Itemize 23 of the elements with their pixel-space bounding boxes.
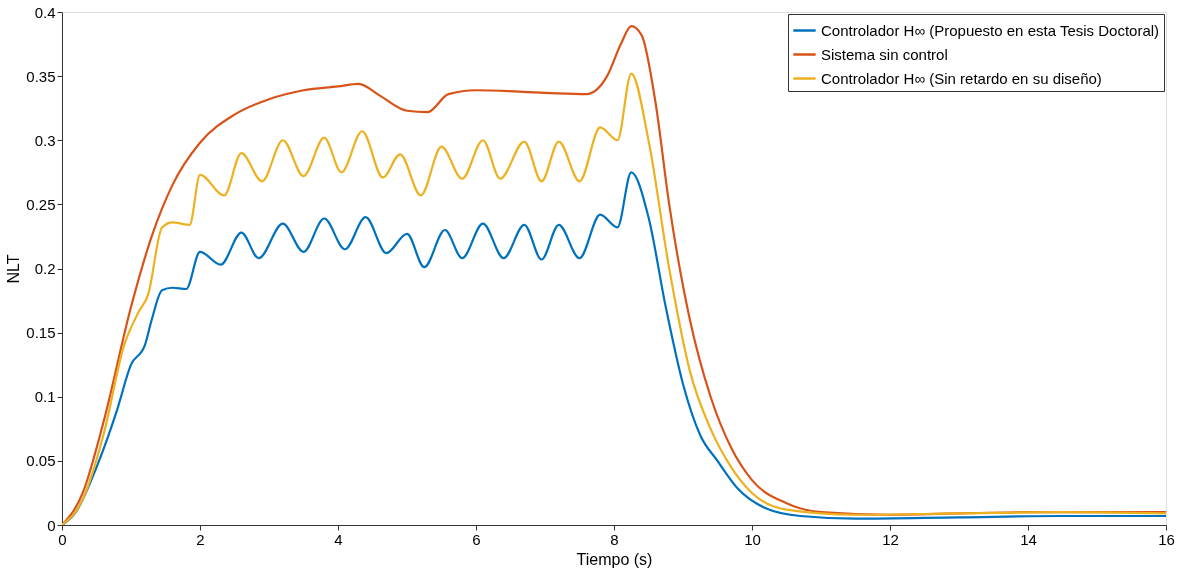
y-tick-label: 0 bbox=[47, 516, 56, 534]
y-axis-title: NLT bbox=[5, 254, 23, 284]
x-tick-label: 8 bbox=[610, 530, 619, 548]
x-tick-label: 10 bbox=[744, 530, 761, 548]
y-tick-label: 0.25 bbox=[26, 195, 56, 213]
y-tick-label: 0.1 bbox=[34, 388, 56, 406]
y-tick-label: 0.05 bbox=[26, 452, 56, 470]
legend-label: Sistema sin control bbox=[821, 45, 948, 63]
x-tick-label: 0 bbox=[58, 530, 67, 548]
y-tick-label: 0.4 bbox=[34, 3, 56, 21]
x-tick-label: 12 bbox=[882, 530, 899, 548]
x-tick-label: 4 bbox=[334, 530, 343, 548]
x-axis-title: Tiempo (s) bbox=[576, 550, 653, 568]
legend-label: Controlador H∞ (Sin retardo en su diseño) bbox=[821, 69, 1102, 87]
y-tick-label: 0.15 bbox=[26, 324, 56, 342]
x-tick-label: 6 bbox=[472, 530, 481, 548]
x-tick-label: 14 bbox=[1020, 530, 1037, 548]
y-tick-label: 0.2 bbox=[34, 260, 56, 277]
y-tick-label: 0.35 bbox=[26, 67, 56, 85]
y-tick-label: 0.3 bbox=[34, 131, 56, 149]
x-tick-label: 2 bbox=[196, 530, 205, 548]
x-tick-label: 16 bbox=[1158, 530, 1175, 548]
legend-label: Controlador H∞ (Propuesto en esta Tesis Doctoral) bbox=[821, 21, 1160, 39]
